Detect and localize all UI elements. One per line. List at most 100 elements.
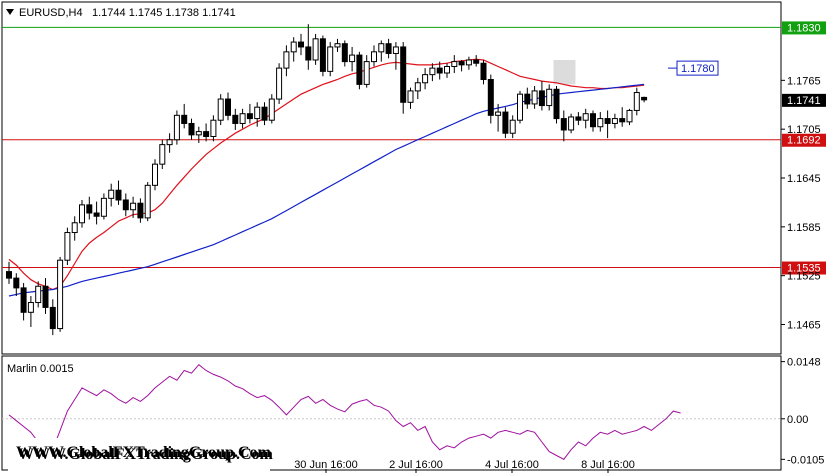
ma-layer: [8, 58, 645, 297]
candle-4: [35, 281, 42, 308]
candle-63: [465, 56, 472, 70]
candle-76: [560, 110, 567, 142]
candle-49: [363, 55, 370, 88]
candle-75: [553, 86, 560, 124]
candle-70: [517, 90, 523, 124]
ma-line-1: [8, 83, 645, 297]
candle-43: [319, 35, 326, 77]
candle-0: [6, 261, 12, 284]
candle-19: [144, 182, 151, 222]
candle-20: [152, 159, 158, 191]
candle-3: [27, 296, 34, 327]
candle-66: [487, 74, 494, 124]
candle-47: [349, 46, 356, 72]
candle-80: [590, 110, 596, 132]
candle-1: [13, 273, 20, 297]
candle-83: [611, 113, 618, 129]
candle-84: [619, 107, 626, 127]
level-tag-0: [782, 21, 826, 35]
candle-28: [210, 115, 217, 142]
level-tag-2: [782, 261, 826, 275]
candle-25: [188, 118, 195, 140]
watermark-shadow: WWW.GlobalFXTradingGroup.Com: [18, 446, 274, 463]
candle-74: [546, 84, 553, 111]
candle-72: [531, 86, 538, 109]
candle-22: [166, 133, 173, 153]
level-tag-label-2: 1.1535: [787, 263, 821, 275]
x-tick-2: 4 Jul 16:00: [485, 459, 539, 471]
time-axis: 30 Jun 16:00 2 Jul 16:00 4 Jul 16:00 8 Jul …: [294, 459, 635, 473]
candle-55: [407, 87, 414, 109]
candle-34: [254, 102, 261, 127]
candle-87: [641, 96, 648, 103]
ma-line-0: [8, 58, 645, 291]
candle-60: [444, 63, 450, 78]
candle-42: [312, 33, 319, 65]
target-label: 1.1780: [681, 63, 715, 75]
candle-17: [130, 196, 137, 218]
y-tick-1: 1.1765: [787, 75, 821, 87]
candle-31: [232, 108, 239, 130]
candle-78: [575, 112, 582, 126]
candle-16: [122, 193, 129, 217]
candle-52: [385, 38, 392, 59]
candle-11: [86, 196, 93, 220]
symbol-label: EURUSD,H4: [19, 7, 83, 19]
candle-51: [378, 40, 385, 62]
candle-65: [480, 59, 487, 85]
candle-26: [195, 126, 202, 143]
main-panel-frame: [1, 1, 782, 355]
candle-7: [57, 256, 64, 332]
oscillator-line: [8, 364, 681, 460]
candle-40: [298, 33, 304, 56]
candle-45: [334, 38, 341, 52]
candle-67: [495, 103, 502, 132]
candle-23: [173, 110, 180, 145]
candle-54: [400, 42, 407, 114]
candle-6: [49, 299, 56, 336]
candle-35: [261, 102, 268, 126]
candle-9: [71, 216, 78, 241]
candle-21: [159, 139, 166, 170]
x-tick-1: 2 Jul 16:00: [389, 459, 443, 471]
candle-61: [451, 55, 458, 73]
osc-tick-0: 0.0148: [787, 357, 821, 369]
candle-79: [582, 108, 589, 129]
candle-41: [305, 24, 312, 70]
candle-56: [414, 77, 421, 100]
candle-32: [239, 108, 246, 129]
candle-64: [473, 55, 480, 67]
candle-18: [137, 198, 144, 223]
candle-5: [42, 278, 49, 314]
candle-68: [502, 107, 509, 139]
oscillator-axis: 0.0148 0.00 -0.0105: [781, 357, 824, 466]
candle-15: [115, 180, 122, 205]
y-tick-2: 1.1705: [787, 124, 821, 136]
candle-37: [276, 63, 283, 104]
candle-59: [436, 61, 443, 80]
candle-24: [181, 103, 188, 129]
level-tag-label-1: 1.1692: [787, 135, 821, 147]
dropdown-triangle-icon[interactable]: [6, 9, 14, 15]
y-tick-6: 1.1465: [787, 320, 821, 332]
candle-81: [597, 112, 604, 132]
candle-10: [79, 199, 85, 228]
candle-58: [429, 63, 436, 82]
candle-29: [217, 94, 224, 126]
target-box: [676, 60, 719, 76]
x-tick-3: 8 Jul 16:00: [581, 459, 635, 471]
oscillator-title: Marlin 0.0015: [7, 363, 74, 375]
osc-tick-1: 0.00: [787, 414, 808, 426]
ohlc-label: 1.1744 1.1745 1.1738 1.1741: [92, 7, 236, 19]
candle-14: [108, 183, 115, 207]
candle-85: [626, 108, 633, 126]
level-tag-1: [782, 133, 826, 147]
candle-33: [246, 103, 253, 124]
candle-73: [538, 81, 545, 111]
candle-69: [509, 115, 516, 139]
oscillator-layer: [2, 364, 781, 460]
levels-layer: 1.1830 1.1692 1.1535 1.1780 1.1741: [2, 21, 826, 275]
y-tick-4: 1.1585: [787, 222, 821, 234]
candle-62: [458, 59, 465, 72]
